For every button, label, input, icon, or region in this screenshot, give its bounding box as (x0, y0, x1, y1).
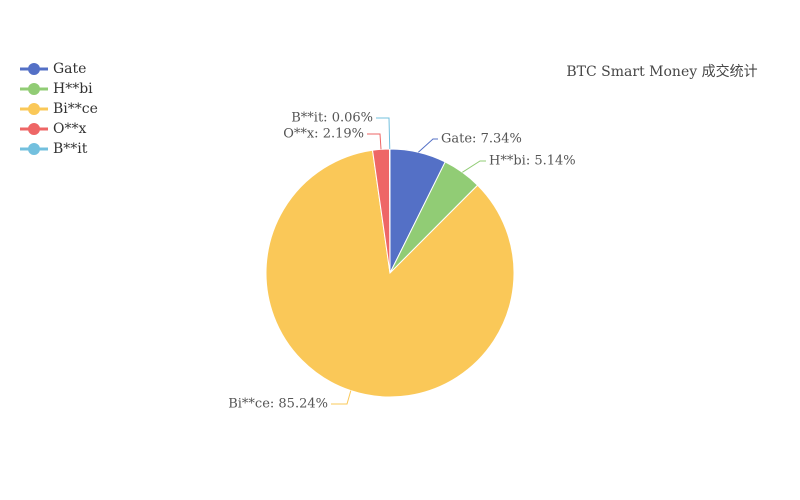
leader-line (462, 160, 486, 173)
value-label: B**it: 0.06% (291, 111, 373, 126)
leader-line (376, 117, 391, 150)
legend-label: O**x (53, 121, 86, 137)
leader-line (331, 390, 352, 405)
legend-label: H**bi (53, 81, 93, 97)
legend-label: Gate (53, 61, 86, 77)
pie-slice (265, 149, 515, 398)
legend-icon (28, 83, 40, 95)
legend-icon (28, 103, 40, 115)
value-label: O**x: 2.19% (283, 127, 364, 142)
legend-label: Bi**ce (53, 101, 98, 117)
value-label: Bi**ce: 85.24% (228, 397, 328, 412)
legend-icon (28, 143, 40, 155)
legend-icon (28, 63, 40, 75)
leader-line (367, 133, 382, 150)
legend-icon (28, 123, 40, 135)
leader-line (418, 138, 438, 153)
legend-label: B**it (53, 141, 88, 157)
value-label: Gate: 7.34% (441, 132, 522, 147)
chart-title: BTC Smart Money 成交统计 (566, 63, 757, 80)
value-label: H**bi: 5.14% (489, 154, 576, 169)
